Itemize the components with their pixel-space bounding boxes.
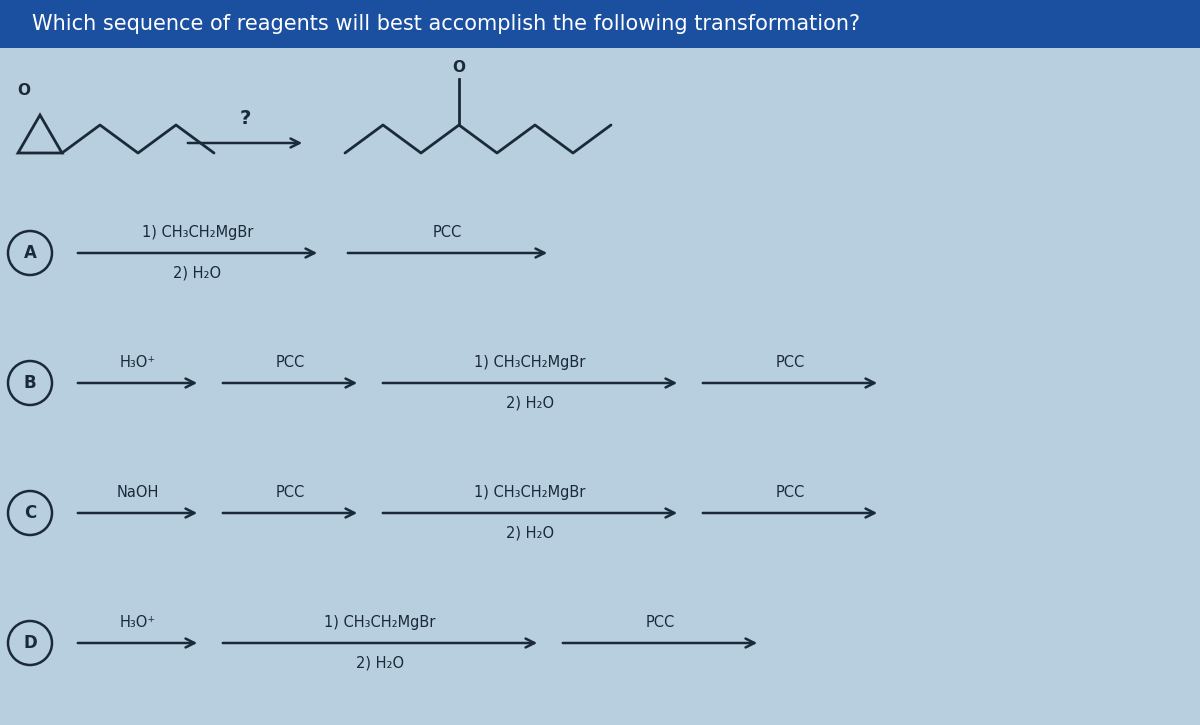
- Text: O: O: [18, 83, 30, 98]
- Text: 1) CH₃CH₂MgBr: 1) CH₃CH₂MgBr: [474, 355, 586, 370]
- Text: C: C: [24, 504, 36, 522]
- Text: ?: ?: [239, 109, 251, 128]
- Text: D: D: [23, 634, 37, 652]
- Text: PCC: PCC: [646, 615, 674, 630]
- Text: 2) H₂O: 2) H₂O: [174, 266, 222, 281]
- Text: PCC: PCC: [775, 485, 805, 500]
- Text: Which sequence of reagents will best accomplish the following transformation?: Which sequence of reagents will best acc…: [32, 14, 860, 34]
- Text: 1) CH₃CH₂MgBr: 1) CH₃CH₂MgBr: [142, 225, 253, 240]
- Text: B: B: [24, 374, 36, 392]
- Text: O: O: [452, 60, 466, 75]
- FancyBboxPatch shape: [0, 0, 1200, 48]
- Text: 1) CH₃CH₂MgBr: 1) CH₃CH₂MgBr: [324, 615, 436, 630]
- Text: H₃O⁺: H₃O⁺: [120, 615, 156, 630]
- Text: 2) H₂O: 2) H₂O: [506, 396, 554, 411]
- Text: PCC: PCC: [775, 355, 805, 370]
- Text: NaOH: NaOH: [116, 485, 158, 500]
- Text: H₃O⁺: H₃O⁺: [120, 355, 156, 370]
- Text: PCC: PCC: [275, 355, 305, 370]
- Text: A: A: [24, 244, 36, 262]
- Text: 2) H₂O: 2) H₂O: [356, 656, 404, 671]
- Text: 2) H₂O: 2) H₂O: [506, 526, 554, 541]
- Text: 1) CH₃CH₂MgBr: 1) CH₃CH₂MgBr: [474, 485, 586, 500]
- Text: PCC: PCC: [275, 485, 305, 500]
- Text: PCC: PCC: [433, 225, 462, 240]
